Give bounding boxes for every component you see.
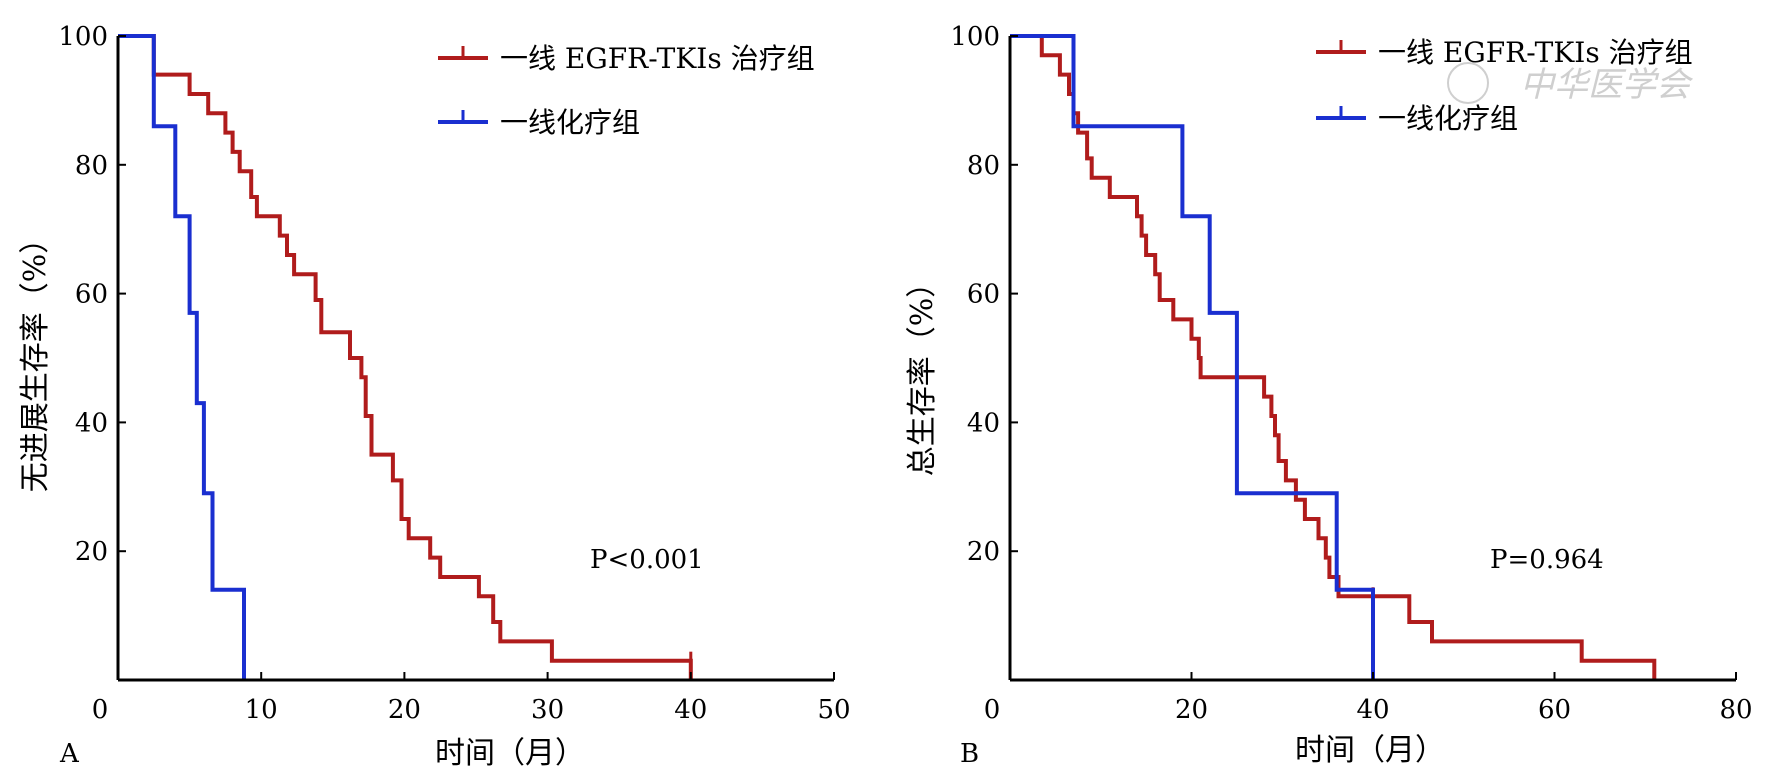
x-tick-label: 0 [92, 695, 109, 725]
legend-label-chemo: 一线化疗组 [1378, 102, 1518, 135]
legend-item-egfr: 一线 EGFR-TKIs 治疗组 [1316, 36, 1693, 69]
x-tick-label: 40 [674, 695, 707, 725]
legend-label-chemo: 一线化疗组 [500, 106, 640, 139]
legend-item-chemo: 一线化疗组 [1316, 102, 1518, 135]
panel-letter: A [59, 739, 80, 769]
panel-letter: B [960, 739, 979, 769]
x-tick-label: 0 [984, 695, 1001, 725]
x-axis-title: 时间（月） [435, 736, 585, 771]
x-tick-label: 30 [531, 695, 564, 725]
y-tick-label: 80 [75, 151, 108, 181]
y-tick-label: 60 [967, 280, 1000, 310]
legend: 一线 EGFR-TKIs 治疗组 一线化疗组 [1316, 36, 1693, 135]
legend-item-egfr: 一线 EGFR-TKIs 治疗组 [438, 42, 815, 75]
x-tick-label: 50 [817, 695, 850, 725]
x-tick-label: 20 [388, 695, 421, 725]
x-tick-label: 80 [1719, 695, 1752, 725]
legend: 一线 EGFR-TKIs 治疗组 一线化疗组 [438, 42, 815, 139]
y-tick-label: 20 [967, 537, 1000, 567]
legend-label-egfr: 一线 EGFR-TKIs 治疗组 [1378, 36, 1693, 69]
x-tick-label: 60 [1538, 695, 1571, 725]
svg-text:中华医学会: 中华医学会 [1520, 65, 1694, 105]
p-value: P<0.001 [590, 545, 704, 575]
legend-item-chemo: 一线化疗组 [438, 106, 640, 139]
panel-b: 0 20 40 60 80 20 40 60 80 100 总生存率（%） 时间（月） B P=0… [905, 22, 1753, 769]
x-tick-label: 40 [1356, 695, 1389, 725]
y-tick-label: 40 [75, 408, 108, 438]
y-tick-label: 20 [75, 537, 108, 567]
km-curve-chemo [1010, 34, 1375, 680]
watermark: 中华医学会 [1447, 62, 1694, 105]
x-axis-title: 时间（月） [1295, 733, 1445, 768]
y-tick-label: 60 [75, 280, 108, 310]
x-tick-label: 10 [245, 695, 278, 725]
panel-a: 0 10 20 30 40 50 20 40 60 80 100 无进展生存率（%） 时间（月） A… [18, 22, 851, 771]
p-value: P=0.964 [1490, 545, 1604, 575]
x-tick-label: 20 [1175, 695, 1208, 725]
km-curve-egfr [1010, 34, 1657, 680]
y-tick-label: 40 [967, 408, 1000, 438]
y-tick-label: 100 [950, 22, 1000, 52]
km-curve-egfr [118, 34, 693, 680]
legend-label-egfr: 一线 EGFR-TKIs 治疗组 [500, 42, 815, 75]
km-curve-chemo [118, 34, 246, 680]
y-tick-label: 100 [58, 22, 108, 52]
y-axis-title: 无进展生存率（%） [18, 224, 53, 493]
y-tick-label: 80 [967, 151, 1000, 181]
y-axis-title: 总生存率（%） [905, 268, 940, 477]
